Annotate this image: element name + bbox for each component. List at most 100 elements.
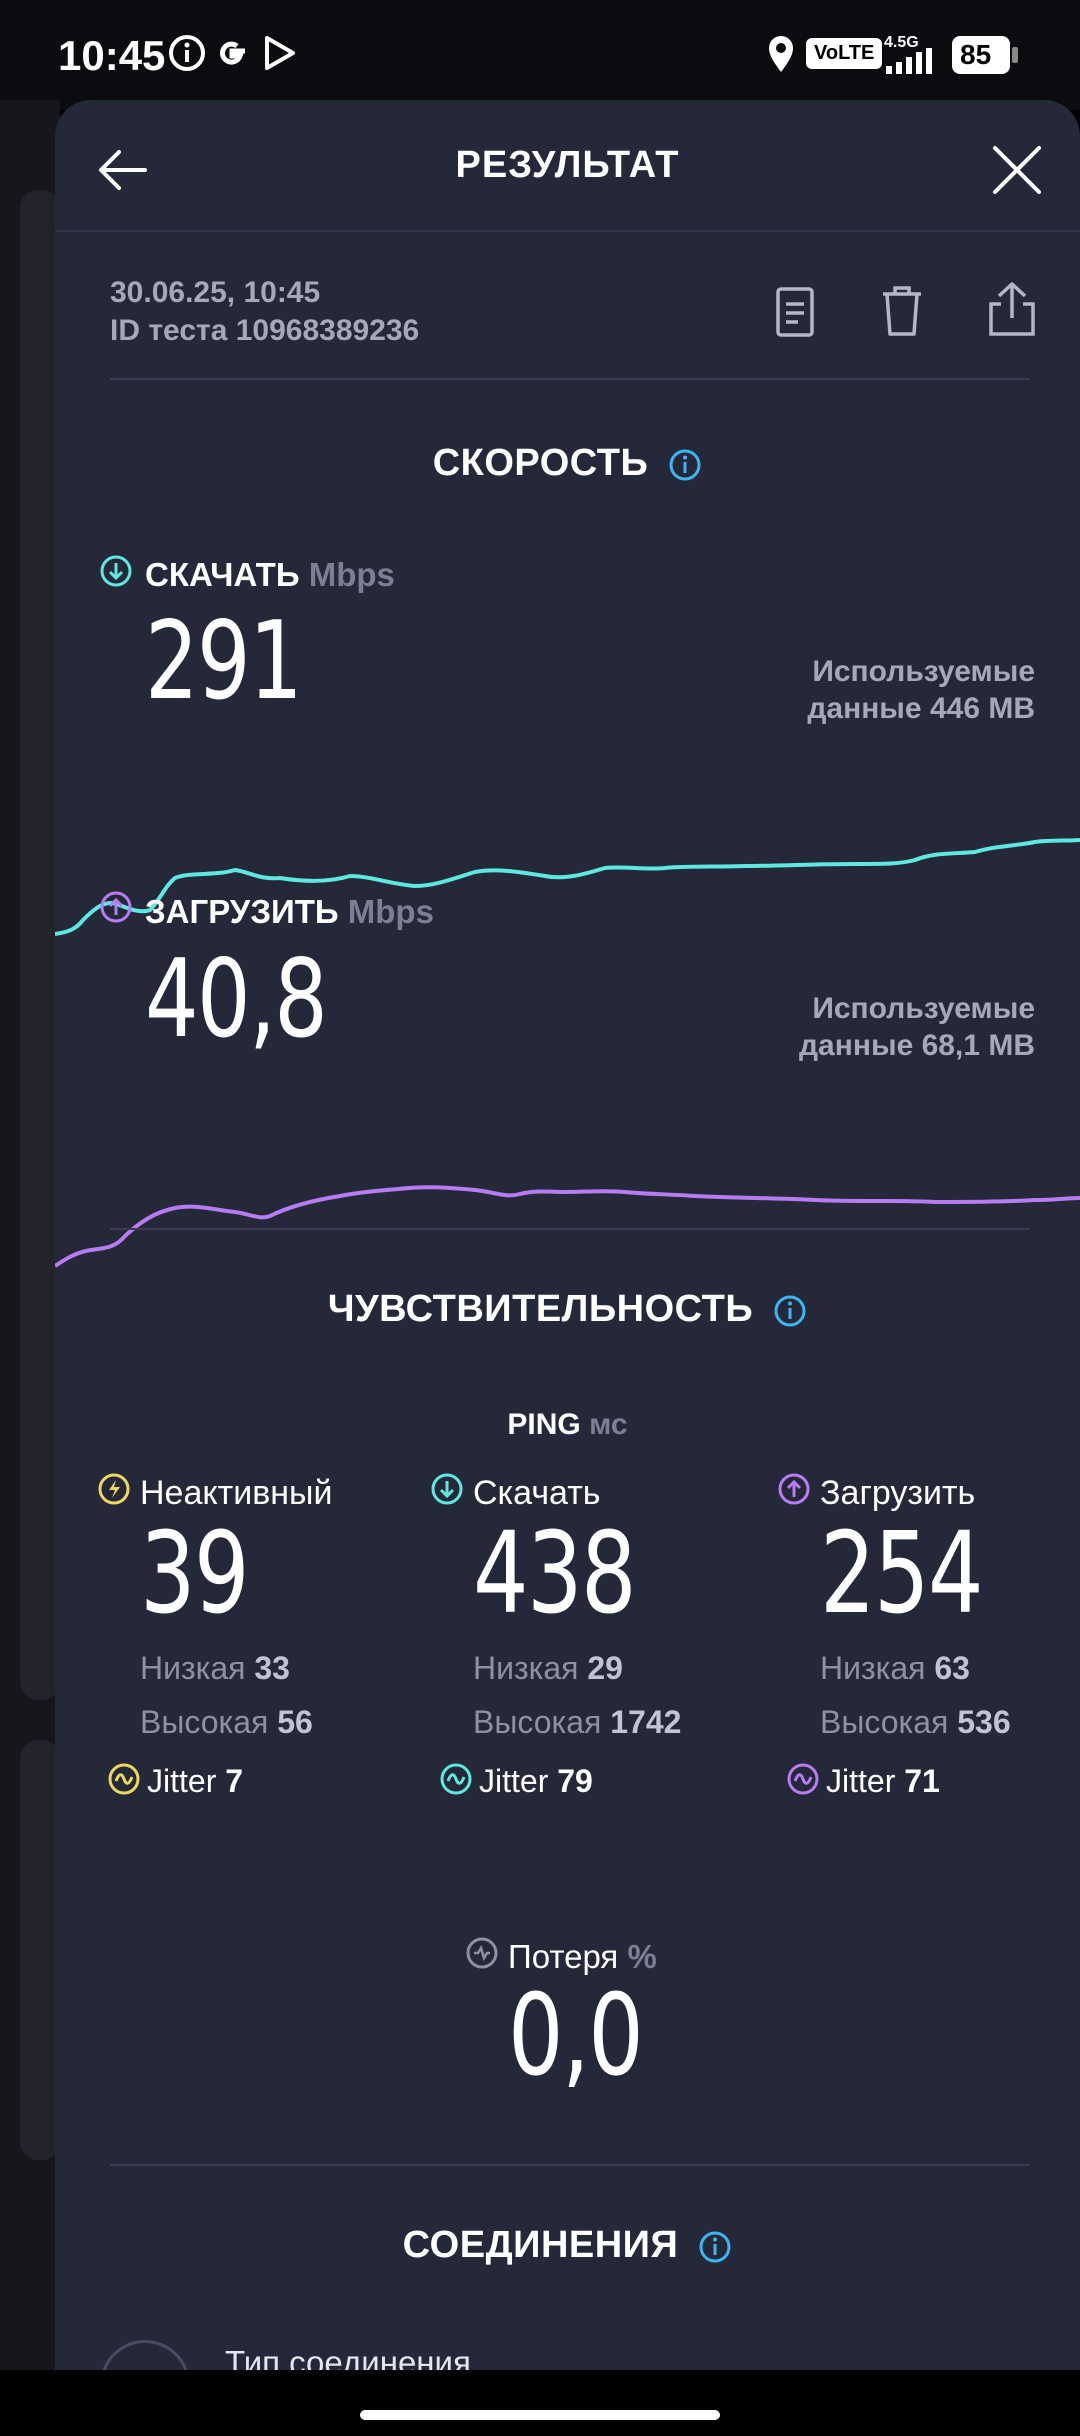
sensitivity-divider: [110, 2164, 1030, 2166]
connection-type-label: Тип соединения: [225, 2344, 471, 2370]
info-status-icon: [169, 35, 205, 71]
home-indicator[interactable]: [360, 2410, 720, 2420]
download-ping-high: Высокая 1742: [473, 1704, 681, 1741]
speed-info-icon[interactable]: [668, 448, 702, 482]
battery-icon: 85: [952, 36, 1010, 74]
download-data-used: Используемые данные 446 MB: [655, 653, 1035, 727]
battery-tip: [1012, 47, 1018, 63]
idle-jitter: Jitter 7: [147, 1763, 243, 1800]
loss-unit: %: [627, 1938, 657, 1975]
play-store-icon: [265, 36, 295, 70]
sensitivity-title-text: ЧУВСТВИТЕЛЬНОСТЬ: [327, 1288, 754, 1330]
connection-type-icon: [100, 2340, 190, 2370]
sensitivity-info-icon[interactable]: [773, 1294, 807, 1328]
jitter-label: Jitter: [147, 1763, 217, 1799]
idle-low-value: 33: [254, 1650, 290, 1686]
share-icon[interactable]: [987, 280, 1037, 338]
download-ping-low: Низкая 29: [473, 1650, 623, 1687]
download-ping-icon: [431, 1473, 463, 1505]
upload-used-line2: данные 68,1 MB: [799, 1029, 1035, 1062]
upload-jitter-icon: [787, 1763, 819, 1795]
download-label-text: СКАЧАТЬ: [145, 556, 300, 593]
packet-loss-icon: [466, 1937, 498, 1969]
low-label: Низкая: [473, 1650, 579, 1686]
upload-data-used: Используемые данные 68,1 MB: [655, 990, 1035, 1064]
volte-badge: VoLTE: [806, 38, 883, 69]
upload-speed-graph: [55, 1185, 1080, 1268]
location-icon: [769, 36, 793, 72]
upload-high-value: 536: [957, 1704, 1011, 1740]
download-high-value: 1742: [610, 1704, 682, 1740]
upload-label: ЗАГРУЗИТЬ Mbps: [145, 893, 434, 931]
jitter-label: Jitter: [826, 1763, 896, 1799]
idle-jitter-icon: [108, 1763, 140, 1795]
download-ping-label: Скачать: [473, 1474, 601, 1512]
connections-info-icon[interactable]: [698, 2230, 732, 2264]
upload-jitter-value: 71: [904, 1763, 940, 1799]
download-value: 291: [145, 599, 303, 724]
download-ping-value: 438: [473, 1509, 637, 1639]
ping-unit: мс: [589, 1408, 628, 1441]
packet-loss-value: 0,0: [508, 1971, 644, 2101]
test-id: ID теста 10968389236: [110, 314, 420, 347]
sensitivity-section-title: ЧУВСТВИТЕЛЬНОСТЬ: [55, 1288, 1080, 1331]
low-label: Низкая: [820, 1650, 926, 1686]
download-speed-graph: [55, 838, 1080, 936]
battery-level: 85: [960, 39, 992, 70]
high-label: Высокая: [473, 1704, 602, 1740]
speed-title-text: СКОРОСТЬ: [432, 442, 649, 484]
upload-jitter: Jitter 71: [826, 1763, 940, 1800]
upload-ping-label: Загрузить: [820, 1474, 976, 1512]
status-time: 10:45: [58, 32, 166, 79]
upload-ping-value: 254: [820, 1509, 984, 1639]
high-label: Высокая: [820, 1704, 949, 1740]
connections-section-title: СОЕДИНЕНИЯ: [55, 2224, 1080, 2267]
header-divider: [55, 230, 1080, 232]
jitter-label: Jitter: [479, 1763, 549, 1799]
download-used-line1: Используемые: [812, 655, 1035, 688]
status-bar: 10:45 VoLTE 4.5G 85: [0, 0, 1080, 110]
upload-label-text: ЗАГРУЗИТЬ: [145, 893, 339, 930]
page-title: РЕЗУЛЬТАТ: [455, 144, 680, 186]
loss-label-text: Потеря: [508, 1938, 619, 1975]
upload-ping-high: Высокая 536: [820, 1704, 1011, 1741]
close-icon[interactable]: [987, 140, 1047, 200]
download-label: СКАЧАТЬ Mbps: [145, 556, 395, 594]
idle-ping-label: Неактивный: [140, 1474, 333, 1512]
connections-title-text: СОЕДИНЕНИЯ: [402, 2224, 679, 2266]
idle-jitter-value: 7: [225, 1763, 244, 1799]
packet-loss-label: Потеря %: [508, 1938, 657, 1976]
upload-ping-low: Низкая 63: [820, 1650, 970, 1687]
background-card: [20, 1740, 60, 2160]
ping-header: PING мс: [55, 1408, 1080, 1442]
background-card: [20, 190, 60, 1700]
speed-divider: [110, 1228, 1030, 1230]
idle-ping-icon: [98, 1473, 130, 1505]
download-icon: [100, 555, 132, 587]
idle-high-value: 56: [277, 1704, 313, 1740]
upload-used-line1: Используемые: [812, 992, 1035, 1025]
idle-ping-value: 39: [140, 1509, 250, 1639]
idle-ping-low: Низкая 33: [140, 1650, 290, 1687]
google-icon: [220, 41, 245, 65]
download-jitter: Jitter 79: [479, 1763, 593, 1800]
download-jitter-value: 79: [557, 1763, 593, 1799]
upload-unit: Mbps: [347, 893, 434, 930]
delete-icon[interactable]: [879, 284, 925, 338]
network-type-label: 4.5G: [884, 34, 919, 51]
test-datetime: 30.06.25, 10:45: [110, 276, 321, 309]
report-icon[interactable]: [772, 286, 818, 338]
download-low-value: 29: [587, 1650, 623, 1686]
meta-divider: [110, 378, 1030, 380]
ping-label: PING: [507, 1408, 581, 1441]
low-label: Низкая: [140, 1650, 246, 1686]
download-used-line2: данные 446 MB: [807, 692, 1035, 725]
download-unit: Mbps: [308, 556, 395, 593]
signal-icon: [886, 48, 932, 74]
download-jitter-icon: [440, 1763, 472, 1795]
upload-low-value: 63: [934, 1650, 970, 1686]
upload-value: 40,8: [145, 937, 328, 1062]
speed-section-title: СКОРОСТЬ: [55, 442, 1080, 485]
back-arrow-icon[interactable]: [93, 140, 153, 200]
navigation-bar: [0, 2370, 1080, 2436]
